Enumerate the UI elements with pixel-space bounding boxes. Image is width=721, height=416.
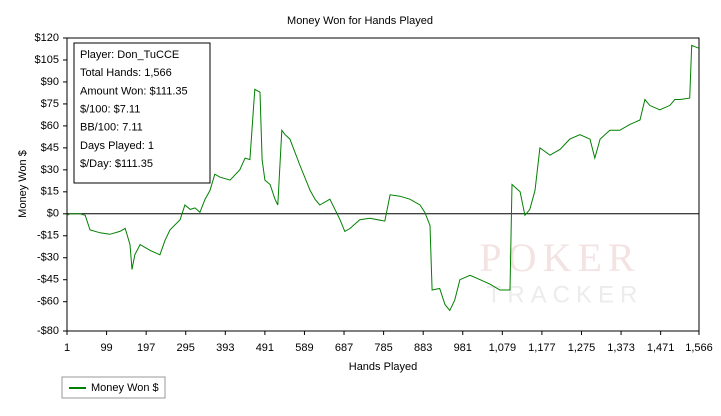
info-text: $/100: $7.11	[80, 104, 140, 116]
y-tick-label: $0	[47, 208, 59, 220]
y-tick-label: $120	[35, 32, 59, 44]
x-tick-label: 1	[64, 342, 70, 354]
info-text: Days Played: 1	[80, 140, 154, 152]
x-tick-label: 393	[216, 342, 234, 354]
x-tick-label: 1,373	[607, 342, 635, 354]
x-tick-label: 1,471	[647, 342, 675, 354]
y-axis-label: Money Won $	[17, 150, 29, 218]
y-tick-label: -$60	[37, 296, 59, 308]
y-tick-label: $75	[41, 98, 59, 110]
info-text: Total Hands: 1,566	[80, 67, 172, 79]
y-tick-label: $30	[41, 164, 59, 176]
info-box	[73, 42, 211, 184]
x-tick-label: 1,275	[568, 342, 596, 354]
x-axis-label: Hands Played	[349, 361, 418, 373]
y-tick-label: $15	[41, 186, 59, 198]
watermark: TRACKER	[487, 281, 644, 308]
y-tick-label: $90	[41, 76, 59, 88]
x-tick-label: 295	[177, 342, 195, 354]
x-tick-label: 1,177	[528, 342, 556, 354]
info-text: Amount Won: $111.35	[80, 85, 188, 97]
y-tick-label: $45	[41, 142, 59, 154]
chart-title: Money Won for Hands Played	[287, 15, 433, 27]
legend-label: Money Won $	[91, 382, 159, 394]
x-tick-label: 785	[374, 342, 392, 354]
info-text: $/Day: $111.35	[80, 158, 153, 170]
x-tick-label: 491	[256, 342, 274, 354]
x-tick-label: 1,079	[489, 342, 517, 354]
watermark: POKER	[479, 235, 640, 280]
x-tick-label: 99	[100, 342, 112, 354]
y-tick-label: $105	[35, 54, 59, 66]
info-text: BB/100: 7.11	[80, 122, 143, 134]
x-tick-label: 687	[335, 342, 353, 354]
y-tick-label: -$30	[37, 252, 59, 264]
x-tick-label: 883	[414, 342, 432, 354]
plot-frame	[66, 37, 700, 332]
x-tick-label: 1,566	[685, 342, 713, 354]
y-tick-label: -$80	[37, 325, 59, 337]
y-tick-label: -$15	[37, 230, 59, 242]
series-line	[66, 44, 700, 312]
y-tick-label: -$45	[37, 274, 59, 286]
x-tick-label: 589	[295, 342, 313, 354]
info-text: Player: Don_TuCCE	[80, 49, 179, 61]
y-tick-label: $60	[41, 120, 59, 132]
x-tick-label: 981	[454, 342, 472, 354]
legend-box	[61, 376, 166, 399]
x-tick-label: 197	[137, 342, 155, 354]
